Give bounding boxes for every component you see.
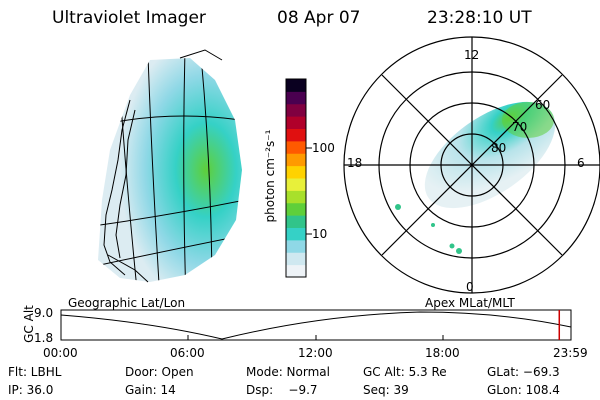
colorbar-segment	[286, 79, 306, 92]
mlt-label-12: 12	[464, 48, 480, 62]
lat-label-70: 70	[512, 120, 528, 134]
colorbar-segment	[286, 252, 306, 266]
date-label: 08 Apr 07	[277, 8, 361, 28]
colorbar-unit-label: photon cm⁻²s⁻¹	[263, 129, 277, 223]
colorbar-label-10: 10	[312, 227, 328, 241]
status-dsp: Dsp: −9.7	[246, 383, 318, 397]
colorbar	[285, 78, 312, 278]
colorbar-segment	[286, 165, 306, 179]
colorbar-segment	[286, 128, 306, 142]
lat-label-60: 60	[535, 98, 551, 112]
altitude-curve	[60, 311, 572, 340]
y-tick-9: 9.0	[34, 306, 54, 320]
time-label: 23:28:10 UT	[427, 8, 532, 28]
geographic-emission	[98, 58, 242, 282]
colorbar-segment	[286, 178, 306, 191]
status-seq: Seq: 39	[363, 383, 409, 397]
colorbar-segment	[286, 103, 306, 117]
x-tick-2359: 23:59	[553, 346, 588, 360]
colorbar-segment	[286, 153, 306, 167]
colorbar-segment	[286, 227, 306, 241]
colorbar-segment	[286, 116, 306, 129]
status-ip: IP: 36.0	[8, 383, 54, 397]
apex-caption: Apex MLat/MLT	[425, 296, 515, 310]
colorbar-label-100: 100	[312, 141, 335, 155]
polar-axis-diagonal-2	[381, 74, 563, 256]
orbit-timeline	[60, 309, 572, 341]
mlt-label-0: 0	[466, 280, 474, 294]
instrument-title: Ultraviolet Imager	[52, 8, 206, 28]
polar-bright-spot	[502, 102, 554, 138]
status-door: Door: Open	[125, 365, 194, 379]
geographic-caption: Geographic Lat/Lon	[68, 296, 186, 310]
status-glon: GLon: 108.4	[487, 383, 560, 397]
colorbar-segment	[286, 239, 306, 253]
status-glat: GLat: −69.3	[487, 365, 560, 379]
status-mode: Mode: Normal	[246, 365, 330, 379]
colorbar-segment	[286, 190, 306, 204]
mlt-label-6: 6	[577, 156, 585, 170]
x-tick-1200: 12:00	[298, 346, 333, 360]
y-tick-1-8: 1.8	[34, 331, 54, 345]
colorbar-segment	[286, 140, 306, 154]
status-filter: Flt: LBHL	[8, 365, 62, 379]
polar-plot	[343, 36, 600, 294]
polar-spots	[395, 204, 462, 254]
colorbar-segment	[286, 264, 306, 278]
x-tick-1800: 18:00	[425, 346, 460, 360]
x-tick-0000: 00:00	[43, 346, 78, 360]
status-gc-alt: GC Alt: 5.3 Re	[363, 365, 447, 379]
mlt-label-18: 18	[347, 156, 363, 170]
colorbar-segment	[286, 91, 306, 105]
colorbar-segment	[286, 202, 306, 216]
geographic-map	[98, 49, 242, 283]
x-tick-0600: 06:00	[170, 346, 205, 360]
lat-label-80: 80	[491, 141, 507, 155]
coastlines	[103, 49, 223, 283]
status-gain: Gain: 14	[125, 383, 176, 397]
colorbar-segment	[286, 215, 306, 228]
